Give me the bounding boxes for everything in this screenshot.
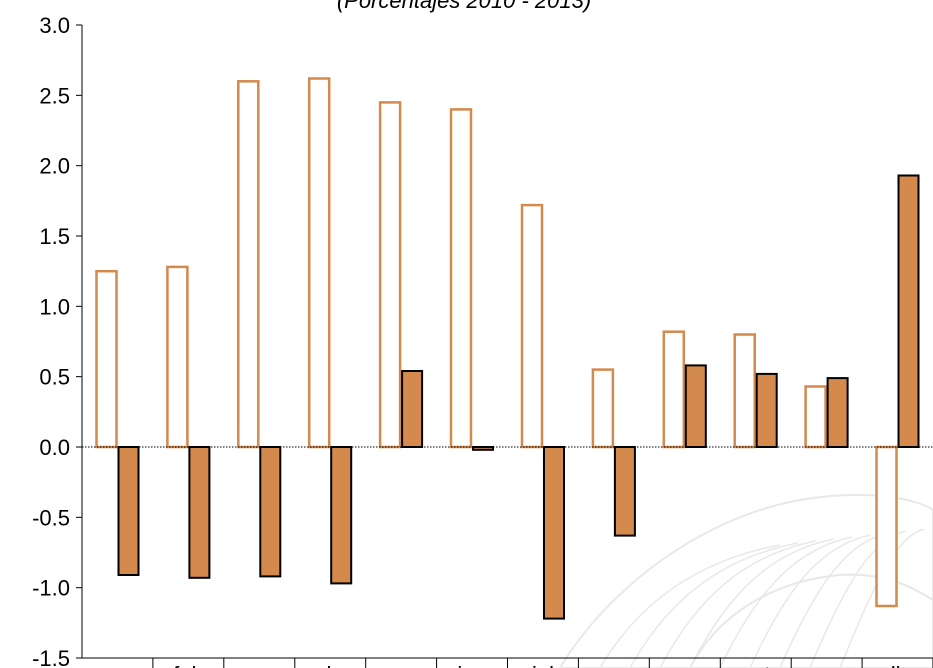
bar-series1-ago	[591, 368, 615, 449]
x-category-label: feb	[173, 662, 204, 668]
y-tick-label: 0.0	[39, 435, 70, 460]
bar-series2-jun	[472, 446, 494, 451]
bar-series2-mar	[259, 446, 282, 578]
y-ticks-group: 3.0 2.5 2.0 1.5 1.0 0.5 0.0 -0.5 -1.0 -1.5	[32, 13, 82, 668]
bar-series2-abr	[330, 446, 353, 585]
axis-group	[81, 25, 933, 668]
y-tick-label: 2.5	[39, 83, 70, 108]
bar-series2-nov	[826, 377, 849, 449]
chart-subtitle: (Porcentajes 2010 - 2013)	[337, 0, 591, 13]
x-category-group: feb abr jun jul oct dic	[173, 662, 911, 668]
x-category-label: dic	[883, 662, 911, 668]
x-category-label: abr	[314, 662, 346, 668]
x-category-label: jun	[456, 662, 486, 668]
bar-series1-feb	[166, 265, 189, 449]
bar-series1-oct	[733, 333, 756, 449]
bar-series1-mar	[237, 80, 260, 449]
bar-series2-may	[401, 370, 424, 448]
bar-series1-dic	[875, 445, 898, 608]
y-tick-label: -1.5	[32, 646, 70, 668]
bar-series2-ago	[613, 446, 636, 537]
y-tick-label: 1.5	[39, 224, 70, 249]
bar-series2-jul	[543, 446, 565, 620]
bar-series2-dic	[897, 174, 920, 448]
y-tick-label: -1.0	[32, 576, 70, 601]
y-tick-label: 0.5	[39, 365, 70, 390]
y-tick-label: 3.0	[39, 13, 70, 38]
bar-series2-ene	[117, 446, 140, 576]
bars-group	[95, 77, 920, 620]
y-tick-label: 1.0	[39, 294, 70, 319]
bar-series1-jun	[449, 108, 473, 449]
bar-series1-sep	[662, 330, 686, 449]
eagle-watermark-icon	[558, 494, 933, 668]
x-category-label: jul	[531, 662, 554, 668]
bar-series2-feb	[188, 446, 211, 579]
bar-series2-sep	[684, 364, 707, 448]
bar-series1-jul	[520, 203, 544, 449]
y-tick-label: -0.5	[32, 505, 70, 530]
bar-series1-abr	[307, 77, 331, 449]
bar-series1-nov	[804, 385, 827, 449]
bar-series1-ene	[95, 269, 118, 449]
bar-series2-oct	[755, 372, 778, 448]
x-category-label: oct	[741, 662, 770, 668]
bar-series1-may	[378, 101, 402, 449]
y-tick-label: 2.0	[39, 154, 70, 179]
